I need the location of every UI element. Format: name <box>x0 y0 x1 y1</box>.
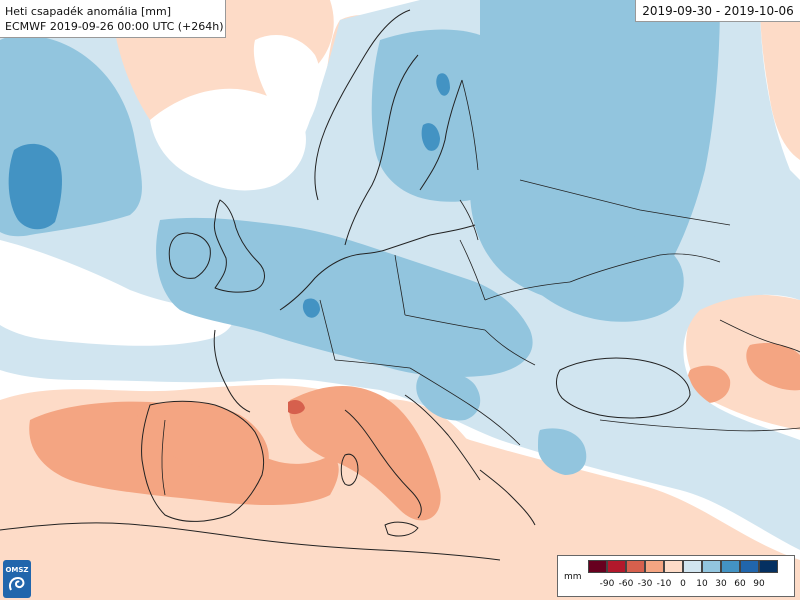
coastline-italy <box>344 409 422 519</box>
coastline-greece <box>479 469 536 526</box>
anomaly-area-atlantic-neutral <box>0 240 234 346</box>
legend-tick-label: 60 <box>734 579 746 589</box>
coastline-great-britain <box>213 199 265 293</box>
legend-swatch <box>607 560 626 573</box>
border-baltics <box>459 199 479 241</box>
legend-tick-label: -10 <box>656 579 672 589</box>
border-alps <box>334 359 411 369</box>
border-caucasus <box>719 319 800 353</box>
coastline-norway <box>314 9 411 201</box>
border-poland-east <box>459 239 486 301</box>
legend-swatch <box>626 560 645 573</box>
anomaly-area-sweden-deep <box>421 123 440 151</box>
coastline-sardinia <box>340 453 359 486</box>
border-turkey <box>599 419 800 432</box>
coastline-north-europe <box>279 224 476 311</box>
anomaly-area-italy-mid <box>289 385 441 521</box>
legend-tick-label: -30 <box>637 579 653 589</box>
colorbar-legend: mm -90 -60 -30 -10 0 10 30 60 90 <box>557 555 795 597</box>
legend-swatch <box>664 560 683 573</box>
coastline-finland <box>419 79 463 191</box>
anomaly-area-alps-red <box>288 400 305 415</box>
anomaly-area-ukraine-mid <box>514 228 684 322</box>
map-title-box: Heti csapadék anomália [mm] ECMWF 2019-0… <box>0 0 226 38</box>
coastline-balkans <box>404 394 481 481</box>
border-romania <box>484 329 536 366</box>
border-france-germany <box>319 299 336 361</box>
anomaly-area-east-light <box>760 0 800 160</box>
legend-tick-label: -60 <box>618 579 634 589</box>
legend-swatch <box>645 560 664 573</box>
legend-tick-label: -90 <box>599 579 615 589</box>
legend-swatch <box>759 560 778 573</box>
anomaly-area-central-europe-mid <box>156 217 533 377</box>
anomaly-area-atlantic-wet-deep <box>8 143 62 230</box>
omsz-logo-text: OMSZ <box>5 566 28 574</box>
anomaly-area-balkans-mid <box>416 371 481 421</box>
coastline-sweden <box>344 54 419 246</box>
coastline-sicily <box>384 521 419 537</box>
model-run-info: ECMWF 2019-09-26 00:00 UTC (+264h) <box>5 20 224 33</box>
legend-unit: mm <box>564 572 582 582</box>
legend-swatch <box>740 560 759 573</box>
border-finland-russia <box>461 79 479 171</box>
country-borders <box>161 79 800 496</box>
border-central-east <box>404 314 486 331</box>
legend-tick-label: 30 <box>715 579 727 589</box>
anomaly-area-benelux-deep <box>302 298 320 318</box>
coastline-north-africa <box>0 522 501 561</box>
anomaly-area-scandinavia-neutral <box>253 35 321 126</box>
coastline-iberia <box>141 400 265 522</box>
legend-tick-label: 10 <box>696 579 708 589</box>
coastline-france <box>213 329 251 413</box>
legend-tick-label: 0 <box>680 579 686 589</box>
date-range-box: 2019-09-30 - 2019-10-06 <box>635 0 800 22</box>
anomaly-area-finland-deep <box>436 73 450 96</box>
coastline-ireland <box>168 232 211 279</box>
legend-swatch <box>702 560 721 573</box>
coastlines <box>0 9 691 561</box>
border-spain-portugal <box>161 419 166 496</box>
border-germany-poland <box>394 254 406 316</box>
border-russia-north <box>519 179 731 226</box>
anomaly-area-greece-mid <box>538 428 587 475</box>
legend-tick-label: 90 <box>753 579 765 589</box>
border-balkans <box>409 367 521 446</box>
legend-swatch <box>683 560 702 573</box>
coastline-black-sea <box>556 357 691 419</box>
anomaly-area-mediterranean-mid <box>136 400 269 475</box>
border-belarus <box>484 281 571 301</box>
border-ukraine-russia <box>569 253 721 283</box>
map-title: Heti csapadék anomália [mm] <box>5 5 172 18</box>
anomaly-area-north-sea-neutral <box>150 88 306 191</box>
anomaly-area-caucasus-mid <box>746 343 800 391</box>
legend-swatch <box>721 560 740 573</box>
omsz-logo-icon: OMSZ <box>3 560 31 598</box>
legend-swatch <box>588 560 607 573</box>
